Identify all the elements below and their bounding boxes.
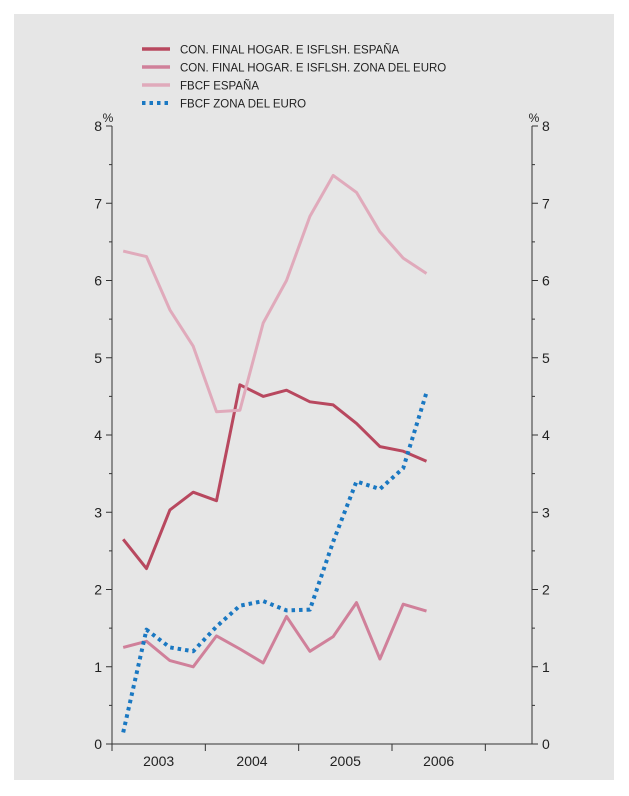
y-tick-label-right: 3: [542, 504, 550, 520]
y-tick-label-right: 8: [542, 118, 550, 134]
y-tick-label-left: 3: [94, 504, 102, 520]
y-tick-label-right: 4: [542, 427, 550, 443]
legend-label-4: FBCF ZONA DEL EURO: [180, 99, 306, 111]
legend-label-1: CON. FINAL HOGAR. E ISFLSH. ESPAÑA: [180, 44, 400, 57]
x-tick-label: 2003: [143, 753, 174, 769]
y-tick-label-left: 8: [94, 118, 102, 134]
line-chart: 0 0 1 1 2 2 3 3 4 4 5 5 6 6 7 7 8 8% % 2003 2004 2005 2006 CON…: [94, 44, 550, 770]
series-line-1: [122, 383, 428, 571]
y-tick-label-right: 1: [542, 659, 550, 675]
y-tick-label-right: 0: [542, 736, 550, 752]
y-unit-left: %: [103, 111, 114, 125]
y-tick-label-right: 2: [542, 582, 550, 598]
y-tick-label-left: 6: [94, 273, 102, 289]
y-tick-label-right: 6: [542, 273, 550, 289]
y-tick-label-right: 5: [542, 350, 550, 366]
series-line-3: [122, 173, 428, 414]
series-line-4: [121, 391, 429, 733]
axes: 0 0 1 1 2 2 3 3 4 4 5 5 6 6 7 7 8 8% % 2003 2004 2005 2006: [94, 111, 550, 769]
series-lines: [121, 173, 429, 733]
series-line-2: [122, 601, 427, 669]
legend-label-3: FBCF ESPAÑA: [180, 80, 259, 93]
y-tick-label-left: 7: [94, 195, 102, 211]
y-tick-label-left: 5: [94, 350, 102, 366]
y-tick-label-left: 2: [94, 582, 102, 598]
chart-panel: 0 0 1 1 2 2 3 3 4 4 5 5 6 6 7 7 8 8%% 2003 2004 2005 2006 CON…: [14, 14, 614, 780]
y-tick-label-left: 0: [94, 736, 102, 752]
y-unit-right: %: [529, 111, 540, 125]
x-tick-label: 2006: [423, 753, 454, 769]
x-tick-label: 2004: [236, 753, 267, 769]
legend: CON. FINAL HOGAR. E ISFLSH. ESPAÑA CON. F…: [142, 44, 446, 111]
y-tick-label-right: 7: [542, 195, 550, 211]
y-tick-label-left: 1: [94, 659, 102, 675]
legend-label-2: CON. FINAL HOGAR. E ISFLSH. ZONA DEL EUR…: [180, 63, 446, 75]
x-tick-label: 2005: [330, 753, 361, 769]
y-tick-label-left: 4: [94, 427, 102, 443]
